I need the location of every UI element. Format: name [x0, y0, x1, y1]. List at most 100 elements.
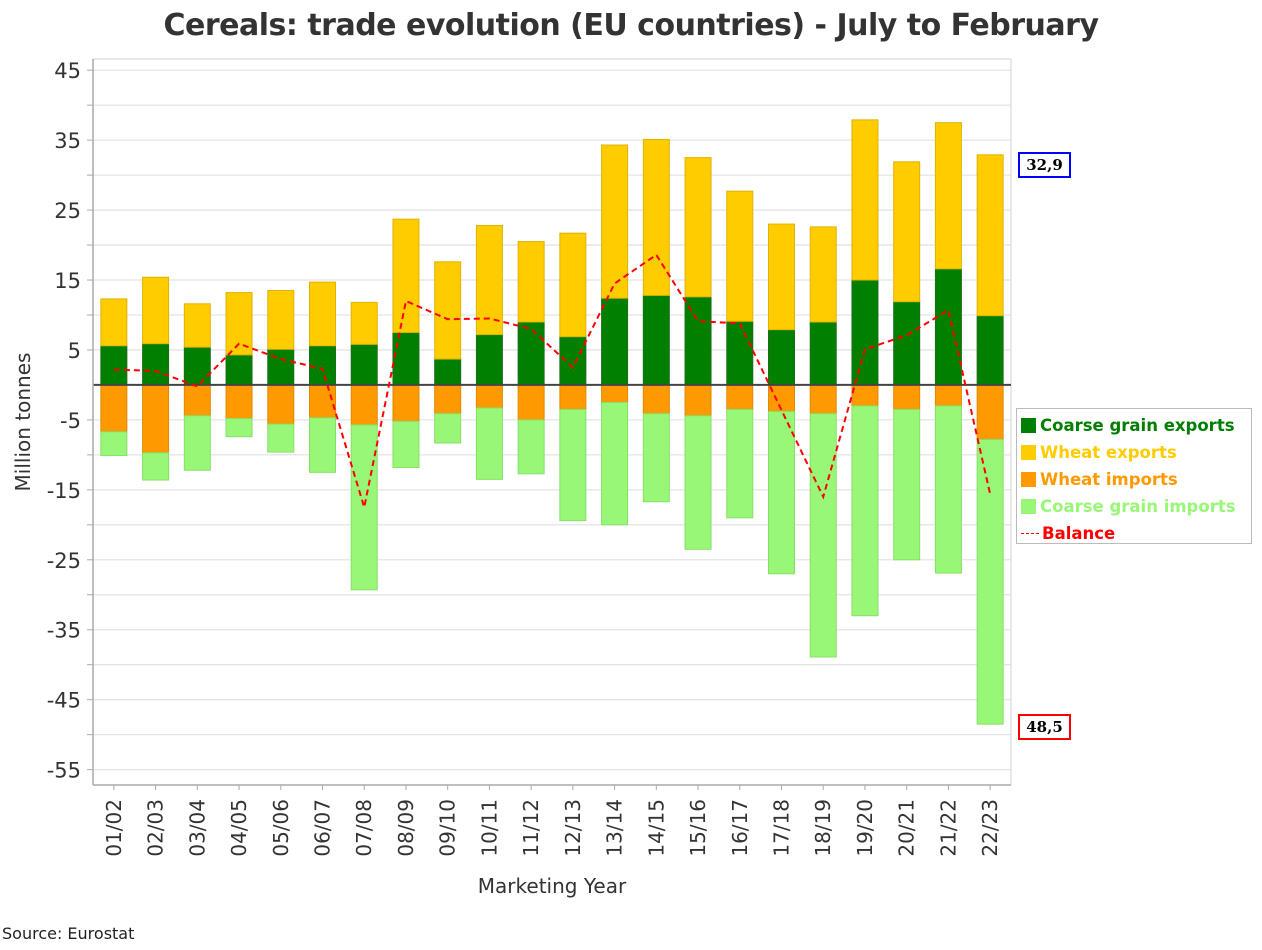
- balance-line-layer: [113, 253, 992, 508]
- bar-coarse-grain-exports: [726, 320, 754, 386]
- bar-coarse-grain-exports: [350, 343, 378, 386]
- axes: 45 35 25 15 5 -5 -15 -25 -35 -45 -55 01/02 02/03 03/0…: [47, 59, 1011, 857]
- bar-wheat-imports: [183, 384, 211, 417]
- bar-coarse-grain-exports: [851, 279, 879, 386]
- legend-label: Coarse grain imports: [1040, 497, 1236, 516]
- bar-coarse-grain-exports: [225, 354, 253, 386]
- x-tick-label: 15/16: [686, 799, 710, 857]
- bar-coarse-grain-imports: [517, 419, 545, 475]
- bar-wheat-exports: [517, 241, 545, 323]
- x-axis-label: Marketing Year: [478, 874, 627, 898]
- bar-wheat-imports: [392, 384, 420, 422]
- x-tick-label: 22/23: [978, 799, 1002, 857]
- source-note: Source: Eurostat: [2, 924, 135, 943]
- y-tick-label: -35: [47, 619, 81, 643]
- bar-coarse-grain-exports: [517, 321, 545, 386]
- bar-coarse-grain-imports: [726, 408, 754, 519]
- bar-coarse-grain-exports: [976, 315, 1004, 386]
- bar-wheat-exports: [684, 157, 712, 298]
- bar-coarse-grain-imports: [768, 411, 795, 575]
- legend-swatch: [1021, 418, 1036, 433]
- bar-coarse-grain-imports: [392, 420, 420, 468]
- total-exports-callout: 32,9: [1018, 152, 1071, 178]
- bar-coarse-grain-exports: [601, 297, 629, 386]
- bar-wheat-exports: [851, 119, 879, 281]
- bar-coarse-grain-imports: [976, 438, 1004, 725]
- bar-coarse-grain-imports: [225, 418, 253, 438]
- bar-wheat-exports: [225, 292, 253, 356]
- legend-item-coarse-grain-exports: Coarse grain exports: [1021, 412, 1247, 439]
- chart-title: Cereals: trade evolution (EU countries) …: [163, 8, 1100, 43]
- bar-wheat-imports: [768, 384, 795, 413]
- x-tick-label: 08/09: [394, 799, 418, 857]
- bar-wheat-exports: [934, 122, 962, 270]
- bar-wheat-imports: [559, 384, 587, 410]
- bar-coarse-grain-exports: [684, 296, 712, 386]
- bar-coarse-grain-imports: [309, 417, 336, 473]
- y-axis-label: Million tonnes: [11, 353, 35, 492]
- y-tick-label: 25: [54, 199, 81, 223]
- legend-item-balance: Balance: [1021, 520, 1247, 547]
- legend: Coarse grain exports Wheat exports Wheat…: [1016, 408, 1252, 544]
- bar-wheat-imports: [100, 384, 128, 433]
- bar-wheat-imports: [684, 384, 712, 417]
- bar-wheat-imports: [475, 384, 503, 409]
- y-tick-label: -15: [47, 479, 81, 503]
- legend-line-swatch: [1021, 533, 1039, 534]
- bar-wheat-imports: [601, 384, 629, 403]
- bar-wheat-exports: [559, 232, 587, 338]
- y-tick-label: 35: [54, 129, 81, 153]
- x-tick-label: 04/05: [227, 799, 251, 857]
- x-tick-label: 07/08: [352, 799, 376, 857]
- bar-wheat-imports: [434, 384, 462, 415]
- bar-wheat-imports: [142, 384, 170, 454]
- bar-wheat-imports: [517, 384, 545, 421]
- bar-coarse-grain-exports: [392, 331, 420, 386]
- x-tick-label: 05/06: [269, 799, 293, 857]
- x-tick-label: 20/21: [895, 799, 919, 857]
- bar-coarse-grain-exports: [893, 301, 921, 386]
- y-tick-label: -55: [47, 759, 81, 783]
- bar-wheat-imports: [893, 384, 921, 410]
- x-tick-label: 18/19: [811, 799, 835, 857]
- legend-label: Wheat exports: [1040, 443, 1177, 462]
- bar-wheat-imports: [642, 384, 670, 415]
- x-tick-label: 10/11: [477, 799, 501, 857]
- bar-coarse-grain-imports: [934, 405, 962, 574]
- bar-wheat-exports: [309, 281, 336, 347]
- bar-coarse-grain-imports: [851, 405, 879, 617]
- x-tick-label: 01/02: [102, 799, 126, 857]
- y-tick-label: -45: [47, 689, 81, 713]
- bar-wheat-imports: [934, 384, 962, 407]
- bar-coarse-grain-exports: [309, 345, 336, 386]
- total-imports-callout: 48,5: [1018, 714, 1071, 740]
- bar-wheat-exports: [350, 301, 378, 345]
- x-tick-label: 02/03: [144, 799, 168, 857]
- y-tick-label: -5: [60, 409, 81, 433]
- bar-wheat-exports: [434, 261, 462, 360]
- bar-coarse-grain-imports: [183, 415, 211, 471]
- y-tick-label: 45: [54, 59, 81, 83]
- legend-item-wheat-exports: Wheat exports: [1021, 439, 1247, 466]
- legend-swatch: [1021, 472, 1036, 487]
- y-tick-label: 5: [68, 339, 81, 363]
- bar-wheat-exports: [267, 290, 295, 350]
- legend-item-wheat-imports: Wheat imports: [1021, 466, 1247, 493]
- x-tick-label: 13/14: [603, 799, 627, 857]
- bar-wheat-imports: [350, 384, 378, 426]
- x-tick-label: 11/12: [519, 799, 543, 857]
- bar-coarse-grain-imports: [601, 401, 629, 526]
- bar-coarse-grain-exports: [142, 343, 170, 386]
- legend-item-coarse-grain-imports: Coarse grain imports: [1021, 493, 1247, 520]
- bar-coarse-grain-imports: [642, 413, 670, 503]
- bar-coarse-grain-exports: [475, 334, 503, 386]
- bar-wheat-exports: [809, 226, 837, 323]
- bar-wheat-imports: [851, 384, 879, 407]
- bar-coarse-grain-exports: [559, 336, 587, 386]
- bar-coarse-grain-imports: [559, 408, 587, 522]
- bar-coarse-grain-imports: [100, 431, 128, 457]
- x-tick-label: 21/22: [936, 799, 960, 857]
- bar-wheat-imports: [309, 384, 336, 419]
- bar-wheat-imports: [225, 384, 253, 420]
